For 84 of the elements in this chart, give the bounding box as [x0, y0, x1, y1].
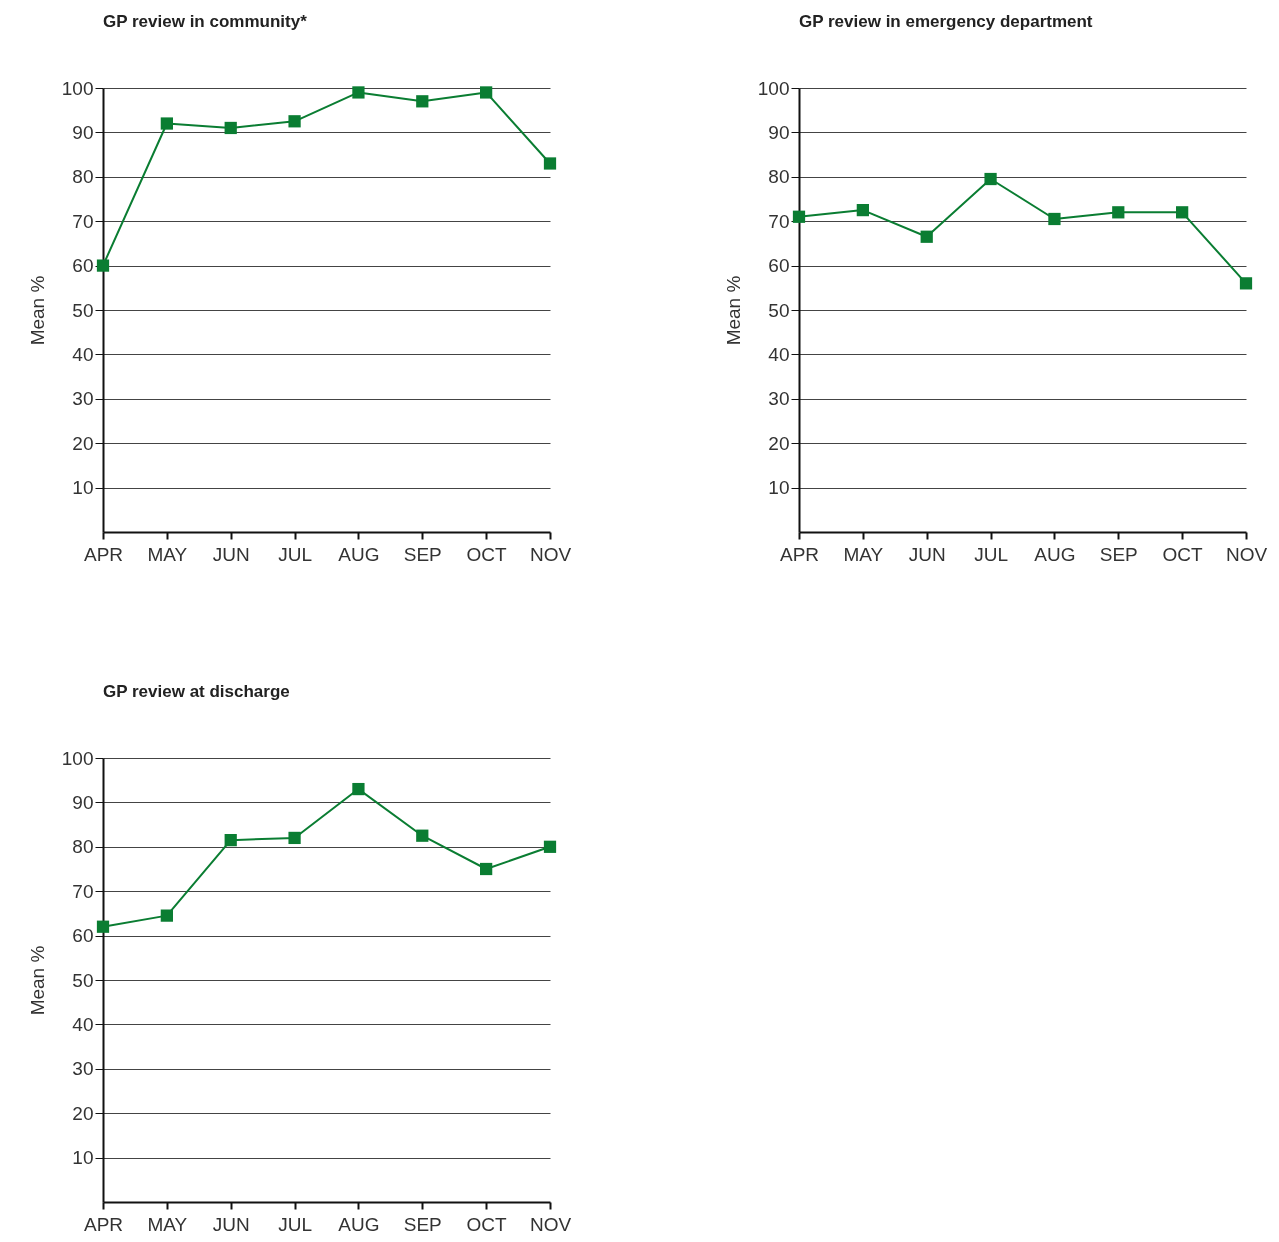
point	[480, 862, 493, 876]
y-axis-title: Mean %	[26, 945, 48, 1016]
y-tick-label: 60	[768, 255, 790, 277]
y-tick-label: 70	[768, 210, 790, 232]
x-tick-label: NOV	[529, 1213, 572, 1235]
x-tick-label: JUN	[212, 1213, 250, 1235]
point	[160, 909, 173, 922]
chart-title: GP review at discharge	[103, 682, 290, 701]
x-tick-label: OCT	[1162, 543, 1204, 565]
y-axis-title: Mean %	[722, 275, 744, 346]
y-tick-label: 40	[768, 343, 790, 365]
point	[96, 920, 110, 933]
y-tick-label: 10	[72, 477, 94, 499]
x-tick-label: SEP	[403, 1213, 442, 1235]
point	[224, 834, 237, 847]
x-tick-label: SEP	[1099, 543, 1138, 565]
x-tick-label: NOV	[529, 543, 572, 565]
x-tick-label: JUL	[278, 543, 312, 565]
x-tick-label: MAY	[147, 543, 188, 565]
x-tick-label: SEP	[403, 543, 442, 565]
point	[288, 831, 301, 845]
point	[1239, 277, 1253, 290]
y-tick-label: 40	[72, 343, 94, 365]
point	[856, 203, 869, 217]
point	[352, 782, 365, 796]
point	[288, 115, 301, 128]
y-tick-label: 70	[72, 210, 94, 232]
x-tick-label: JUL	[278, 1213, 312, 1235]
x-tick-label: AUG	[1034, 543, 1076, 565]
y-tick-label: 50	[72, 969, 94, 991]
point	[352, 86, 365, 99]
y-tick-label: 100	[757, 77, 790, 99]
y-tick-label: 50	[768, 299, 790, 321]
point	[96, 259, 110, 272]
y-tick-label: 70	[72, 880, 94, 902]
x-tick-label: MAY	[843, 543, 884, 565]
y-tick-label: 80	[768, 166, 790, 188]
y-tick-label: 20	[72, 432, 94, 454]
x-tick-label: MAY	[147, 1213, 188, 1235]
point	[920, 230, 933, 243]
y-tick-label: 80	[72, 836, 94, 858]
x-tick-label: AUG	[338, 543, 380, 565]
point	[984, 172, 997, 186]
point	[160, 117, 173, 130]
x-tick-label: OCT	[466, 1213, 508, 1235]
point	[416, 829, 429, 842]
point	[1112, 206, 1125, 219]
chart-title: GP review in emergency department	[799, 12, 1093, 31]
x-tick-label: APR	[83, 543, 124, 565]
x-tick-label: AUG	[338, 1213, 380, 1235]
point	[224, 121, 237, 135]
chart-title: GP review in community*	[103, 12, 308, 31]
y-tick-label: 80	[72, 166, 94, 188]
y-tick-label: 20	[72, 1102, 94, 1124]
x-tick-label: NOV	[1225, 543, 1268, 565]
y-tick-label: 30	[768, 388, 790, 410]
y-tick-label: 20	[768, 432, 790, 454]
y-axis-title: Mean %	[26, 275, 48, 346]
y-tick-label: 40	[72, 1013, 94, 1035]
point	[416, 95, 429, 108]
y-tick-label: 60	[72, 255, 94, 277]
x-tick-label: JUN	[212, 543, 250, 565]
point	[1176, 206, 1189, 219]
y-tick-label: 50	[72, 299, 94, 321]
y-tick-label: 10	[72, 1147, 94, 1169]
y-tick-label: 30	[72, 1058, 94, 1080]
y-tick-label: 30	[72, 388, 94, 410]
point	[1048, 212, 1061, 226]
point	[543, 840, 557, 853]
point	[543, 157, 557, 170]
x-tick-label: OCT	[466, 543, 508, 565]
x-tick-label: JUN	[908, 543, 946, 565]
y-tick-label: 90	[72, 791, 94, 813]
y-tick-label: 60	[72, 925, 94, 947]
y-tick-label: 100	[61, 77, 94, 99]
y-tick-label: 10	[768, 477, 790, 499]
y-tick-label: 100	[61, 747, 94, 769]
x-tick-label: JUL	[974, 543, 1008, 565]
point	[792, 210, 806, 223]
x-tick-label: APR	[779, 543, 820, 565]
x-tick-label: APR	[83, 1213, 124, 1235]
y-tick-label: 90	[72, 121, 94, 143]
y-tick-label: 90	[768, 121, 790, 143]
point	[480, 86, 493, 99]
